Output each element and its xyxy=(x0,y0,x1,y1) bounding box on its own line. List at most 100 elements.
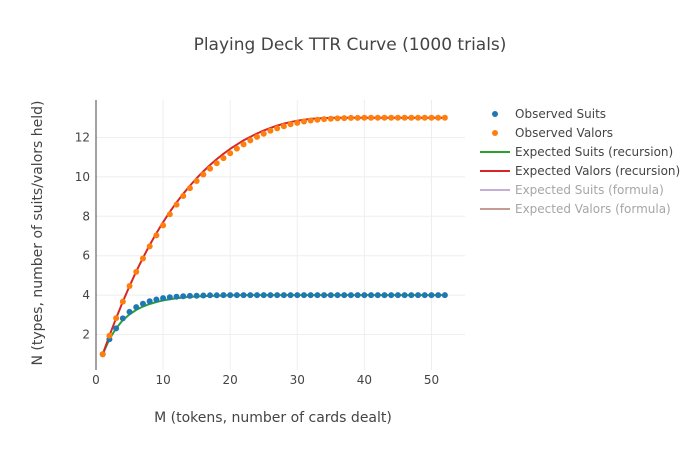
point-observed-suits xyxy=(166,294,173,301)
point-observed-valors xyxy=(327,115,334,122)
point-observed-valors xyxy=(207,165,214,172)
point-observed-valors xyxy=(166,211,173,218)
point-observed-suits xyxy=(240,292,247,299)
point-observed-suits xyxy=(388,292,395,299)
point-observed-valors xyxy=(428,114,435,121)
point-observed-suits xyxy=(374,292,381,299)
point-observed-valors xyxy=(408,114,415,121)
point-observed-valors xyxy=(160,222,167,229)
point-observed-valors xyxy=(374,114,381,121)
point-observed-suits xyxy=(321,292,328,299)
point-observed-valors xyxy=(240,141,247,148)
point-observed-valors xyxy=(213,160,220,167)
point-observed-suits xyxy=(267,292,274,299)
x-tick-label: 20 xyxy=(223,373,238,387)
point-observed-suits xyxy=(186,292,193,299)
point-observed-suits xyxy=(220,292,227,299)
x-tick-label: 40 xyxy=(357,373,372,387)
point-observed-suits xyxy=(139,300,146,307)
point-observed-suits xyxy=(334,292,341,299)
point-observed-suits xyxy=(274,292,281,299)
point-observed-suits xyxy=(119,315,126,322)
x-axis-label: M (tokens, number of cards dealt) xyxy=(154,410,392,426)
point-observed-valors xyxy=(260,130,267,137)
point-observed-suits xyxy=(126,308,133,315)
point-observed-suits xyxy=(287,292,294,299)
legend-item-expected-suits-formula[interactable]: Expected Suits (formula) xyxy=(515,183,664,197)
point-observed-suits xyxy=(233,292,240,299)
point-observed-valors xyxy=(186,185,193,192)
point-observed-valors xyxy=(200,171,207,178)
point-observed-valors xyxy=(441,114,448,121)
point-observed-suits xyxy=(394,292,401,299)
legend-marker-observed-suits xyxy=(492,111,498,117)
point-observed-valors xyxy=(415,114,422,121)
point-observed-valors xyxy=(193,178,200,184)
point-observed-valors xyxy=(173,201,180,208)
point-observed-suits xyxy=(247,292,254,299)
point-observed-suits xyxy=(341,292,348,299)
point-observed-suits xyxy=(260,292,267,299)
point-observed-suits xyxy=(327,292,334,299)
y-tick-label: 12 xyxy=(75,130,90,144)
point-observed-valors xyxy=(254,133,261,140)
point-observed-suits xyxy=(254,292,261,299)
point-observed-valors xyxy=(347,114,354,121)
point-observed-valors xyxy=(220,155,227,162)
point-observed-valors xyxy=(153,232,160,239)
point-observed-suits xyxy=(435,292,442,299)
point-observed-suits xyxy=(421,292,428,299)
point-observed-suits xyxy=(153,296,160,303)
y-axis-label: N (types, number of suits/valors held) xyxy=(30,101,46,366)
point-observed-valors xyxy=(119,298,126,305)
point-observed-suits xyxy=(113,325,120,332)
point-observed-suits xyxy=(368,292,375,299)
point-observed-valors xyxy=(133,268,140,275)
legend-item-expected-valors-recursion[interactable]: Expected Valors (recursion) xyxy=(515,164,680,178)
point-observed-valors xyxy=(113,315,120,322)
point-observed-suits xyxy=(180,293,187,300)
point-observed-valors xyxy=(274,125,281,132)
x-tick-label: 10 xyxy=(155,373,170,387)
legend[interactable]: Observed Suits Observed Valors Expected Su… xyxy=(480,107,680,216)
point-observed-valors xyxy=(341,115,348,122)
point-observed-valors xyxy=(300,118,307,125)
point-observed-valors xyxy=(401,114,408,121)
point-observed-valors xyxy=(381,114,388,121)
point-observed-suits xyxy=(133,304,140,311)
point-observed-valors xyxy=(421,114,428,121)
x-tick-label: 30 xyxy=(290,373,305,387)
series-line-expected-valors-recursion xyxy=(101,116,445,355)
point-observed-valors xyxy=(321,116,328,123)
point-observed-suits xyxy=(381,292,388,299)
point-observed-suits xyxy=(347,292,354,299)
point-observed-suits xyxy=(207,292,214,299)
point-observed-valors xyxy=(354,114,361,121)
point-observed-valors xyxy=(180,192,187,199)
y-tick-label: 4 xyxy=(82,288,90,302)
point-observed-valors xyxy=(106,332,113,339)
point-observed-valors xyxy=(287,121,294,128)
legend-item-expected-valors-formula[interactable]: Expected Valors (formula) xyxy=(515,202,671,216)
plot-area xyxy=(99,114,448,358)
legend-item-observed-valors[interactable]: Observed Valors xyxy=(515,126,613,140)
x-tick-label: 50 xyxy=(424,373,439,387)
chart-title: Playing Deck TTR Curve (1000 trials) xyxy=(194,35,507,55)
point-observed-suits xyxy=(193,292,200,299)
y-tick-label: 8 xyxy=(82,209,90,223)
y-tick-label: 2 xyxy=(82,328,90,342)
point-observed-valors xyxy=(280,123,287,130)
point-observed-valors xyxy=(368,114,375,121)
point-observed-valors xyxy=(294,119,301,126)
point-observed-valors xyxy=(227,150,234,157)
point-observed-suits xyxy=(227,292,234,299)
point-observed-valors xyxy=(267,127,274,134)
point-observed-valors xyxy=(435,114,442,121)
point-observed-valors xyxy=(361,114,368,121)
legend-item-expected-suits-recursion[interactable]: Expected Suits (recursion) xyxy=(515,145,673,159)
point-observed-suits xyxy=(354,292,361,299)
point-observed-suits xyxy=(307,292,314,299)
legend-marker-observed-valors xyxy=(492,130,498,136)
legend-item-observed-suits[interactable]: Observed Suits xyxy=(515,107,606,121)
